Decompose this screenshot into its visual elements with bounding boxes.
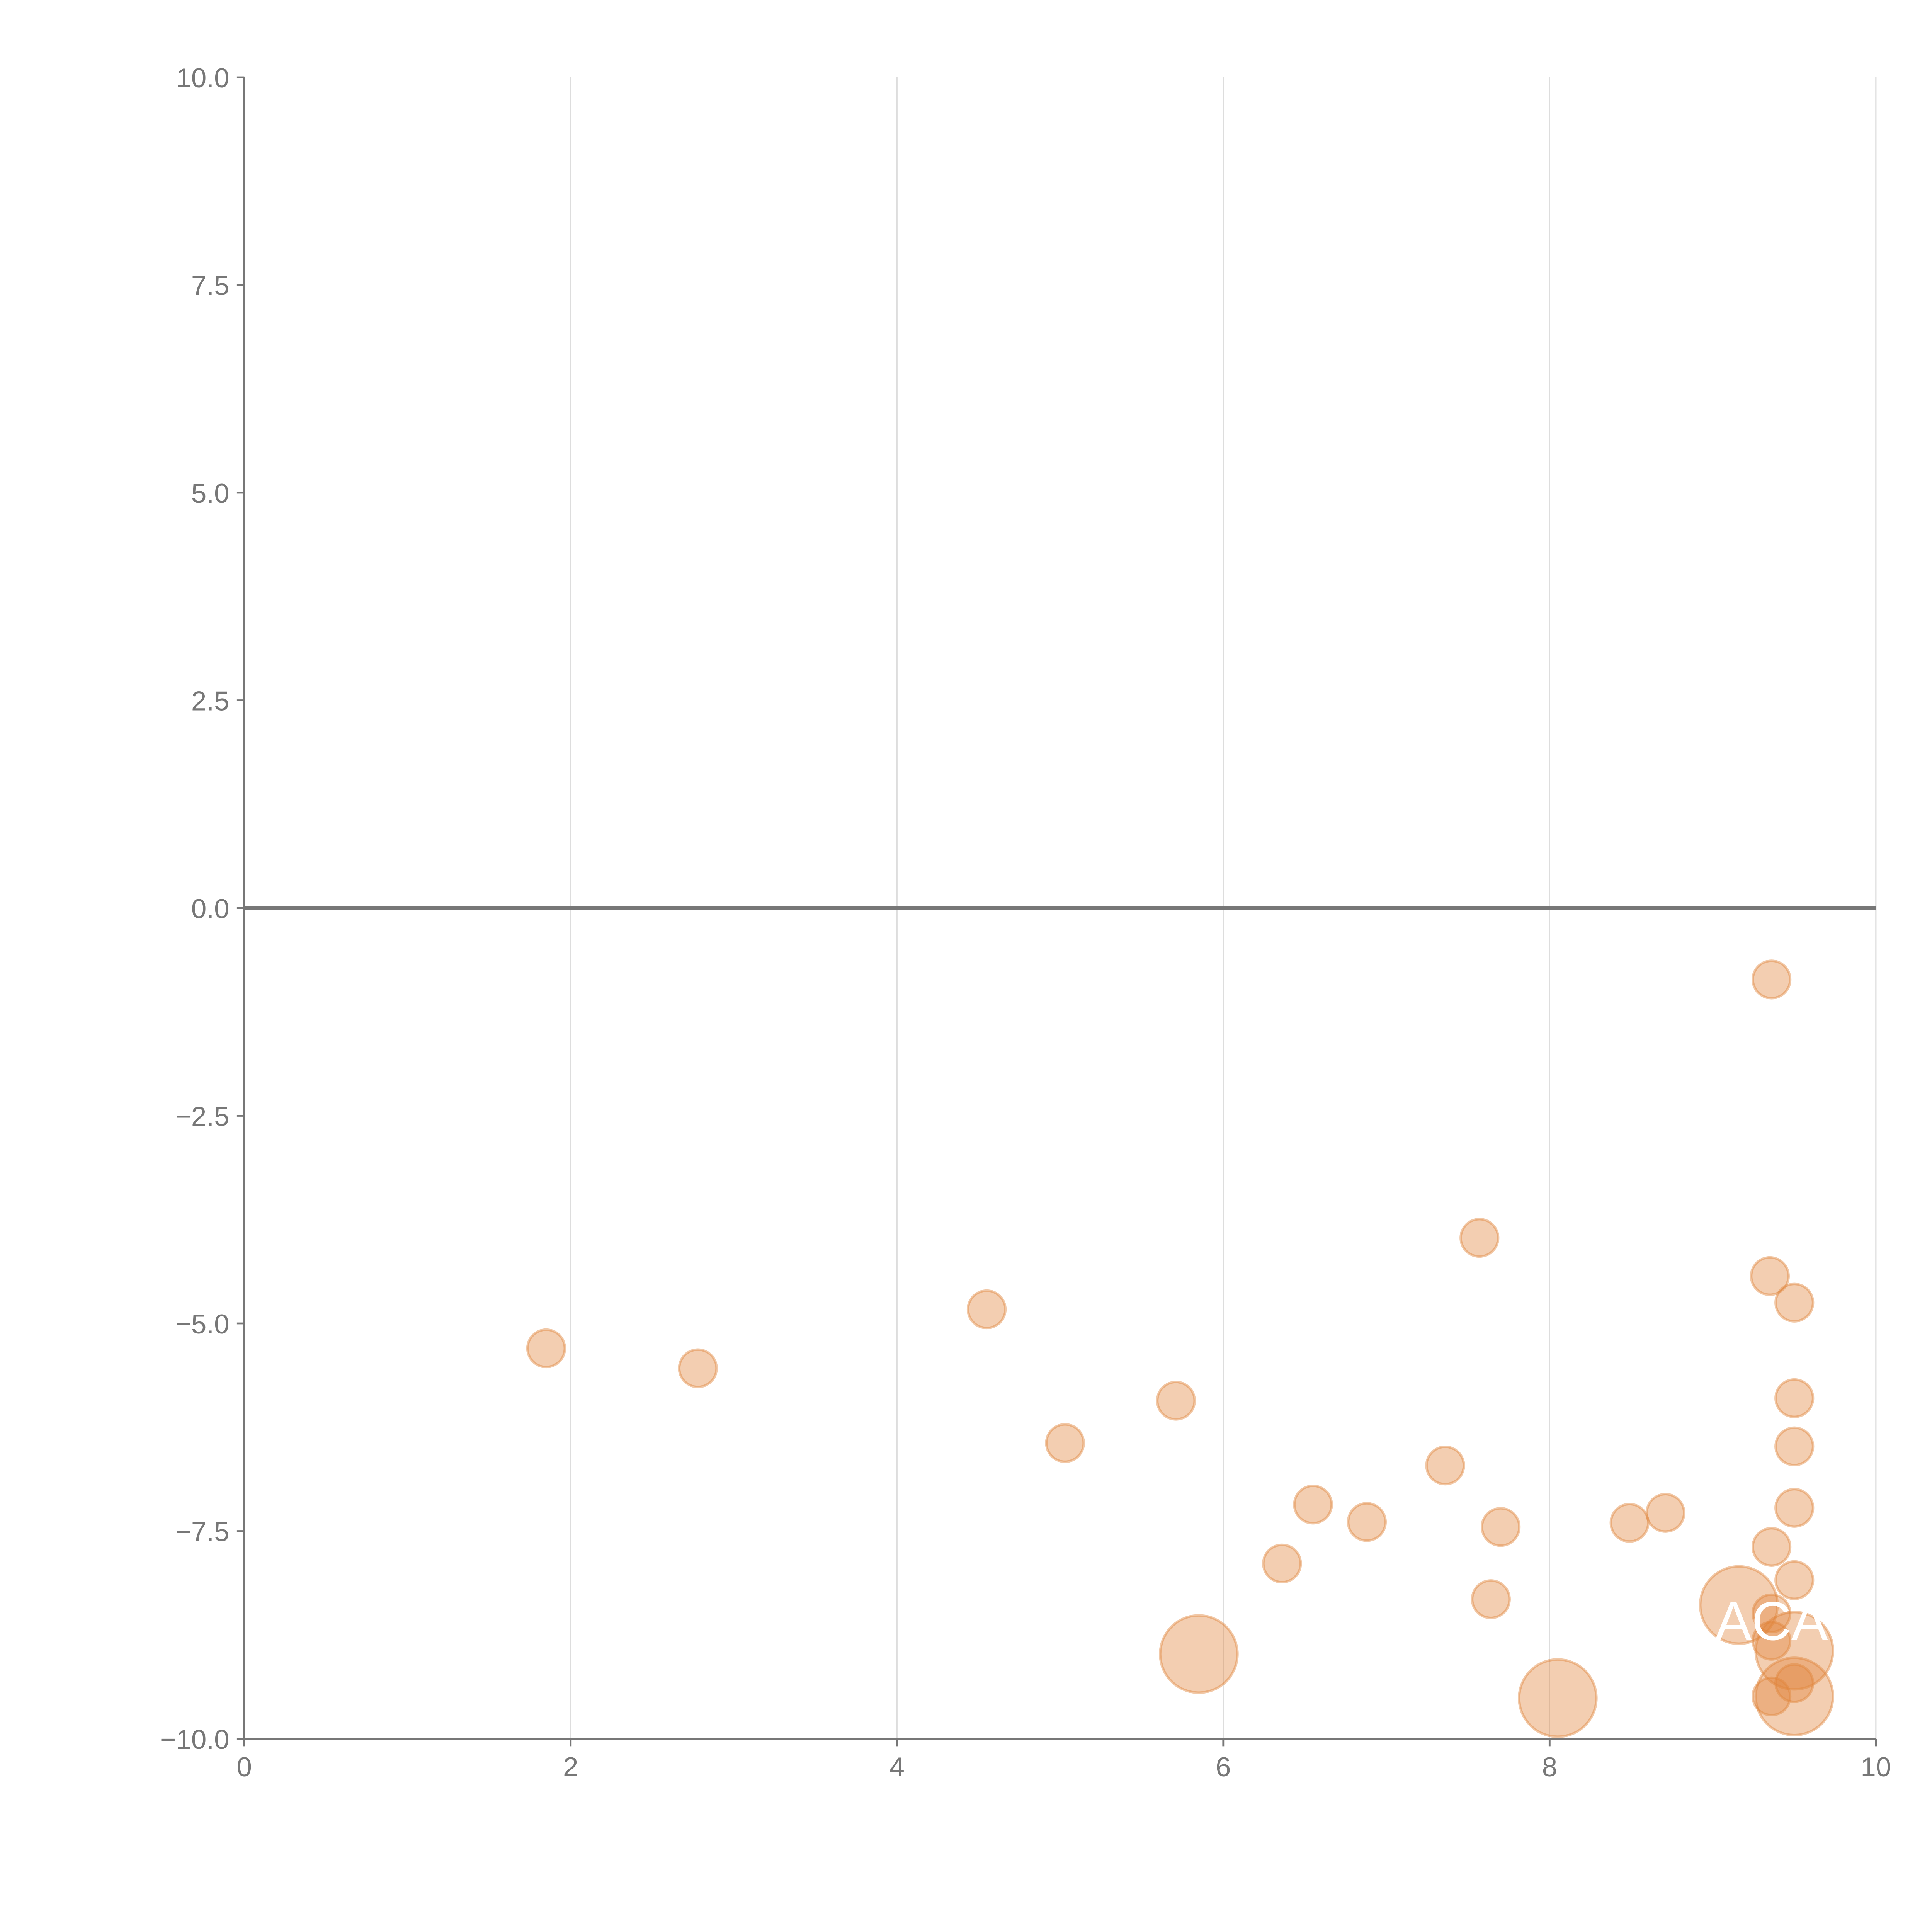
data-point bbox=[1459, 1218, 1500, 1258]
data-point bbox=[1425, 1446, 1465, 1486]
data-point bbox=[1774, 1488, 1815, 1528]
data-point bbox=[678, 1348, 718, 1388]
data-point bbox=[1159, 1614, 1239, 1694]
data-point bbox=[1751, 1593, 1792, 1633]
data-point bbox=[1045, 1423, 1085, 1463]
point-label: ACA bbox=[1715, 1591, 1828, 1652]
data-point bbox=[1262, 1543, 1302, 1583]
data-point bbox=[1774, 1560, 1815, 1600]
y-tick-label: 5.0 bbox=[191, 478, 230, 509]
data-point bbox=[966, 1289, 1007, 1330]
data-point bbox=[1609, 1503, 1650, 1543]
y-tick-label: −10.0 bbox=[160, 1725, 230, 1755]
y-tick-label: 2.5 bbox=[191, 686, 230, 716]
y-tick-label: 7.5 bbox=[191, 270, 230, 301]
data-point bbox=[1471, 1579, 1511, 1619]
y-tick-label: 0.0 bbox=[191, 894, 230, 924]
x-tick-label: 8 bbox=[1542, 1752, 1557, 1782]
annotations: ACA bbox=[1715, 1591, 1828, 1652]
data-point bbox=[526, 1328, 566, 1369]
data-point bbox=[1156, 1381, 1196, 1421]
y-tick-label: −5.0 bbox=[175, 1309, 229, 1340]
data-point bbox=[1481, 1507, 1521, 1547]
data-point bbox=[1774, 1663, 1815, 1703]
x-tick-label: 2 bbox=[563, 1752, 578, 1782]
x-tick-label: 4 bbox=[889, 1752, 905, 1782]
x-tick-label: 0 bbox=[237, 1752, 252, 1782]
data-point bbox=[1774, 1378, 1815, 1418]
data-point bbox=[1751, 1621, 1792, 1661]
data-point bbox=[1645, 1493, 1685, 1533]
axes: 0 2 4 6 8 10 10.0 7.5 5.0 2.5 0.0 −2.5 −5.0 −7.5 −10.0 bbox=[160, 63, 1891, 1782]
y-tick-label: 10.0 bbox=[176, 63, 229, 94]
y-tick-label: −7.5 bbox=[175, 1517, 229, 1547]
data-point bbox=[1754, 1656, 1834, 1736]
data-point bbox=[1293, 1485, 1333, 1525]
data-point bbox=[1774, 1426, 1815, 1466]
data-point bbox=[1754, 1611, 1834, 1691]
data-point bbox=[1751, 959, 1792, 1000]
data-point bbox=[1751, 1676, 1792, 1716]
x-tick-label: 10 bbox=[1861, 1752, 1891, 1782]
x-tick-label: 6 bbox=[1216, 1752, 1231, 1782]
data-point bbox=[1347, 1502, 1387, 1542]
data-point bbox=[1750, 1256, 1790, 1296]
data-point bbox=[1774, 1282, 1815, 1323]
data-point bbox=[1518, 1658, 1598, 1738]
data-point bbox=[1751, 1527, 1792, 1567]
data-points bbox=[526, 959, 1834, 1738]
data-point bbox=[1699, 1565, 1779, 1645]
y-tick-label: −2.5 bbox=[175, 1101, 229, 1132]
